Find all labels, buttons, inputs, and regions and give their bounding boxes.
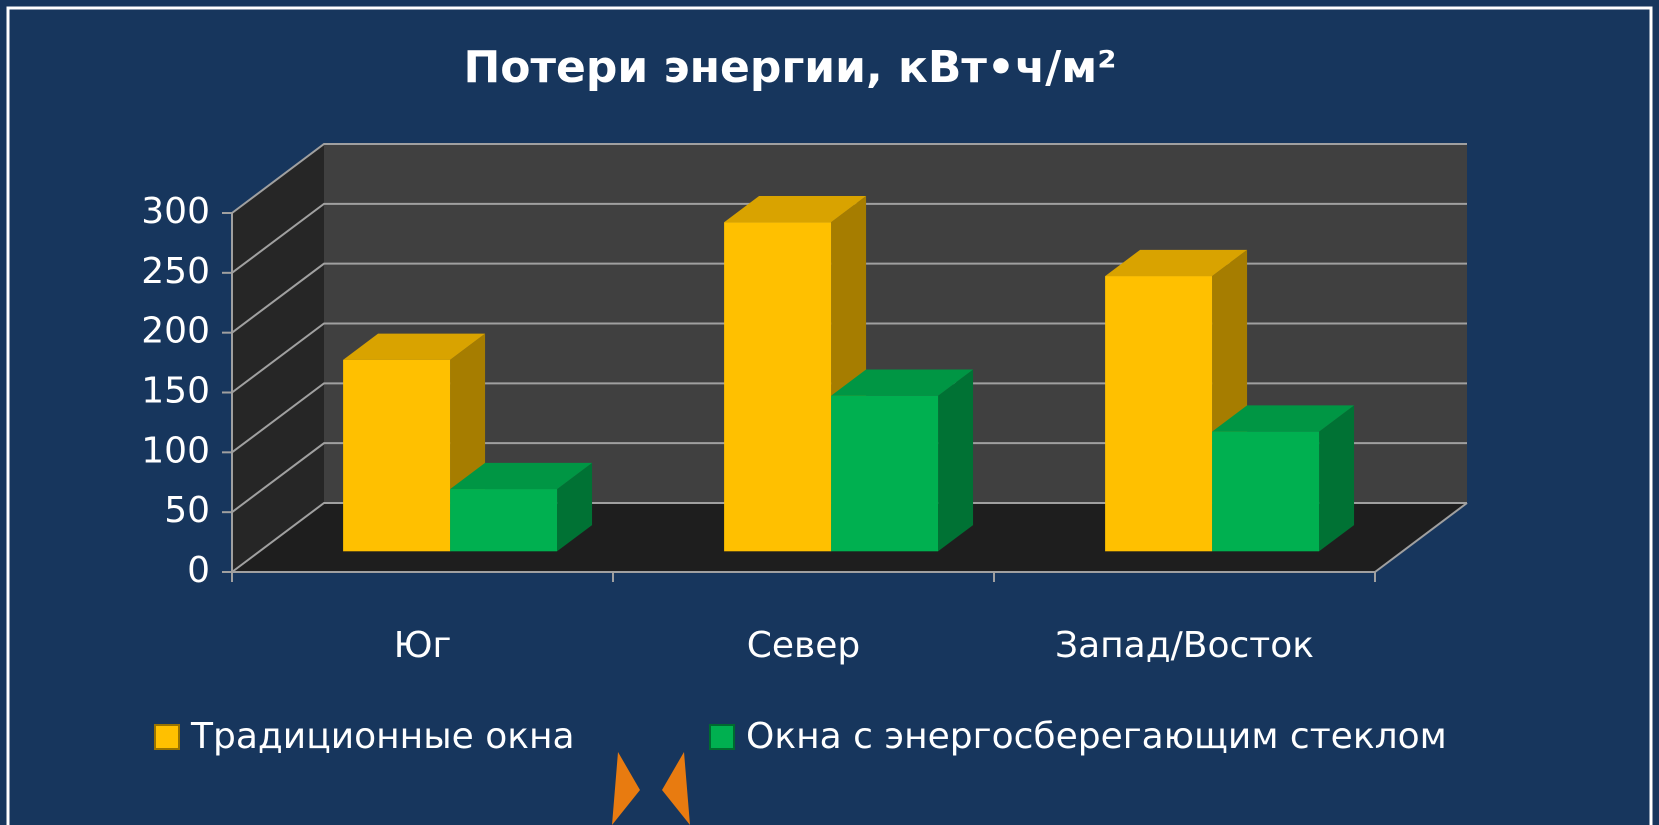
y-tick-label: 0 xyxy=(187,550,210,591)
bar-side xyxy=(1319,405,1355,552)
floor-edge xyxy=(1374,502,1468,573)
legend-label: Окна с энергосберегающим стеклом xyxy=(746,716,1447,757)
frame xyxy=(6,6,1653,825)
grid-line xyxy=(231,202,1467,274)
bar-top xyxy=(1212,405,1355,432)
chart-title: Потери энергии, кВт•ч/м² xyxy=(463,42,1116,93)
bar xyxy=(724,222,832,552)
grid-line xyxy=(231,143,1467,214)
x-tick-label: Север xyxy=(747,625,861,666)
grid-line xyxy=(231,262,1467,334)
y-tick-label: 200 xyxy=(141,311,210,352)
legend-label: Традиционные окна xyxy=(190,716,575,757)
x-tick-label: Юг xyxy=(394,625,452,666)
bar-top xyxy=(724,195,867,223)
bar xyxy=(1105,276,1213,552)
bar-top xyxy=(450,462,593,490)
grid-line xyxy=(231,382,1467,454)
y-tick-label: 150 xyxy=(141,371,210,412)
grid-line xyxy=(231,502,1467,573)
legend-swatch xyxy=(709,724,735,750)
y-tick-label: 100 xyxy=(141,430,210,471)
bar-top xyxy=(1105,249,1248,277)
grid-line xyxy=(231,322,1467,394)
bar xyxy=(450,489,558,552)
bar xyxy=(831,395,939,552)
y-tick-label: 50 xyxy=(164,490,210,531)
grid-line xyxy=(231,442,1467,513)
y-tick-label: 250 xyxy=(141,251,210,292)
bar-top xyxy=(343,333,486,360)
bar xyxy=(343,359,451,552)
bar-side xyxy=(557,462,593,552)
bar-top xyxy=(831,369,974,396)
bar xyxy=(1212,431,1320,552)
decoration xyxy=(612,752,690,825)
bar-side xyxy=(938,369,974,552)
x-tick-label: Запад/Восток xyxy=(1055,625,1314,666)
y-tick-label: 300 xyxy=(141,191,210,232)
legend-swatch xyxy=(154,724,180,750)
